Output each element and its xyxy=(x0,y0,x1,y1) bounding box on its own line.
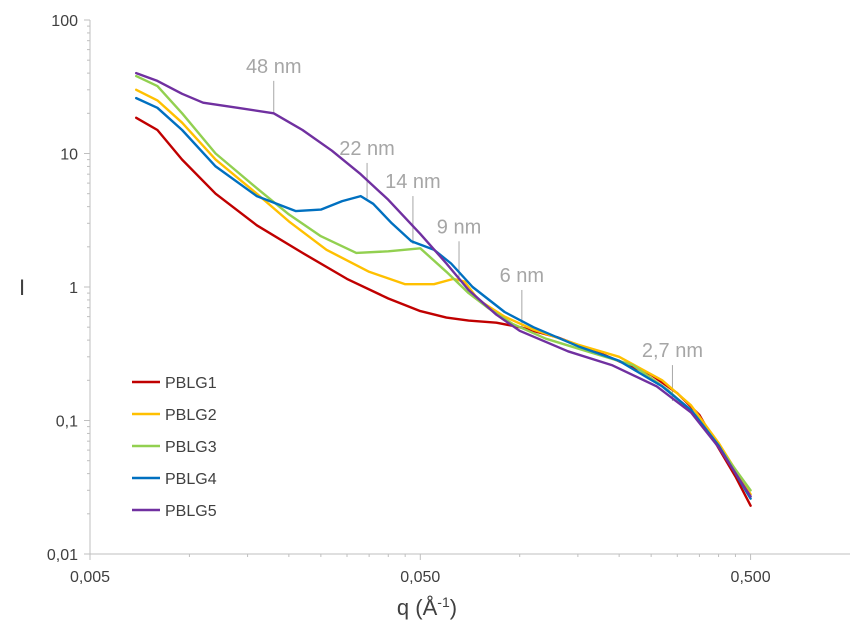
x-tick-label: 0,005 xyxy=(70,569,110,586)
y-tick-label: 10 xyxy=(60,147,78,164)
series-line-pblg5 xyxy=(135,71,752,498)
series-lines xyxy=(135,71,752,507)
annotations: 48 nm 22 nm 14 nm 9 nm 6 nm 2,7 nm xyxy=(246,56,703,401)
annotation-label: 6 nm xyxy=(500,265,544,287)
y-tick-label: 0,1 xyxy=(56,414,78,431)
annotation-label: 22 nm xyxy=(339,138,395,160)
legend-label-pblg5: PBLG5 xyxy=(165,503,217,520)
legend-label-pblg3: PBLG3 xyxy=(165,439,217,456)
legend-label-pblg4: PBLG4 xyxy=(165,471,217,488)
x-tick-label: 0,500 xyxy=(731,569,771,586)
y-tick-label: 1 xyxy=(69,280,78,297)
annotation-label: 2,7 nm xyxy=(642,340,703,362)
annotation-label: 48 nm xyxy=(246,56,302,78)
x-tick-label: 0,050 xyxy=(400,569,440,586)
y-axis-title: I xyxy=(19,275,25,300)
x-axis-title: q (Å-1) xyxy=(397,594,457,620)
y-tick-label: 100 xyxy=(51,13,78,30)
series-line-pblg4 xyxy=(135,96,752,500)
legend-label-pblg2: PBLG2 xyxy=(165,407,217,424)
legend-label-pblg1: PBLG1 xyxy=(165,375,217,392)
series-line-pblg2 xyxy=(135,88,752,496)
x-axis-title-main: q (Å xyxy=(397,595,438,620)
x-axis-title-end: ) xyxy=(450,595,457,620)
axes: 100 10 1 0,1 0,01 0,005 0,050 0,500 xyxy=(47,13,850,586)
x-axis-title-superscript: -1 xyxy=(437,594,450,610)
annotation-label: 14 nm xyxy=(385,171,441,193)
y-tick-label: 0,01 xyxy=(47,547,78,564)
annotation-label: 9 nm xyxy=(437,216,481,238)
series-line-pblg3 xyxy=(135,74,752,492)
legend: PBLG1 PBLG2 PBLG3 PBLG4 PBLG5 xyxy=(132,375,217,520)
